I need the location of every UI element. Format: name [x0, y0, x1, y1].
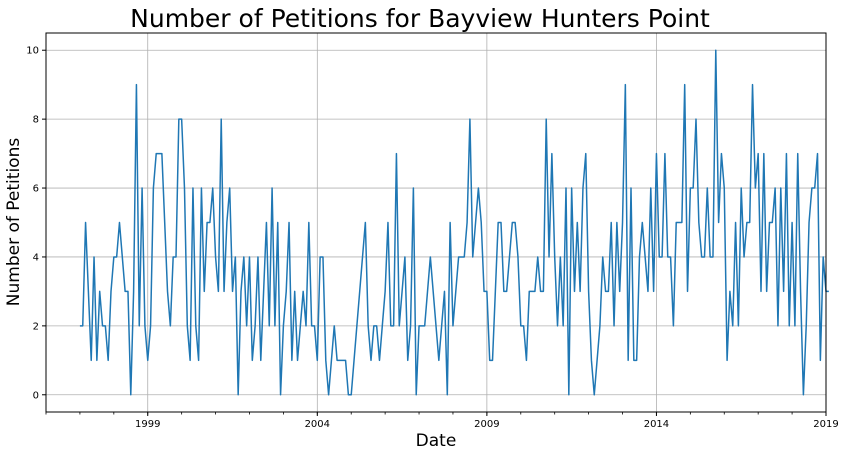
y-tick-label: 2: [33, 321, 39, 332]
series-line: [79, 49, 829, 396]
y-tick-label: 6: [33, 184, 39, 195]
y-tick-label: 10: [26, 46, 39, 57]
y-axis-label: Number of Petitions: [4, 138, 24, 307]
x-axis-label: Date: [416, 431, 457, 451]
x-tick-label: 2009: [474, 419, 499, 430]
x-axis-ticks: 1999 2004 2009 2014 2019: [45, 412, 839, 430]
x-tick-label: 2004: [305, 419, 330, 430]
series-group: [79, 49, 829, 396]
x-tick-label: 2014: [644, 419, 669, 430]
x-tick-label: 2019: [813, 419, 838, 430]
y-tick-label: 8: [33, 115, 39, 126]
y-tick-label: 4: [33, 252, 39, 263]
x-tick-label: 1999: [135, 419, 160, 430]
y-tick-label: 0: [33, 390, 39, 401]
plot-frame: [45, 32, 827, 413]
y-axis-ticks: 0 2 4 6 8 10: [26, 46, 46, 401]
chart-title: Number of Petitions for Bayview Hunters …: [130, 4, 710, 33]
